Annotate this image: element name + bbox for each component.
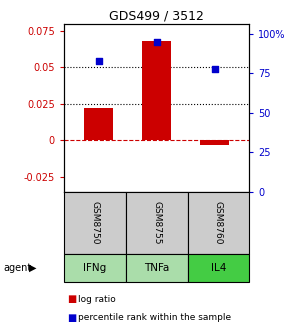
Text: log ratio: log ratio <box>78 295 116 303</box>
Point <box>212 66 217 71</box>
Text: GSM8760: GSM8760 <box>214 201 223 244</box>
Bar <box>200 140 229 145</box>
Text: ■: ■ <box>67 294 76 304</box>
Bar <box>84 108 113 140</box>
Text: agent: agent <box>3 263 31 273</box>
Title: GDS499 / 3512: GDS499 / 3512 <box>109 9 204 23</box>
Text: percentile rank within the sample: percentile rank within the sample <box>78 313 231 322</box>
Text: GSM8755: GSM8755 <box>152 201 161 244</box>
Text: IFNg: IFNg <box>83 263 106 273</box>
Point <box>154 39 159 45</box>
Text: ■: ■ <box>67 312 76 323</box>
Text: IL4: IL4 <box>211 263 226 273</box>
Bar <box>142 41 171 140</box>
Text: GSM8750: GSM8750 <box>90 201 99 244</box>
Text: ▶: ▶ <box>29 263 37 273</box>
Text: TNFa: TNFa <box>144 263 169 273</box>
Point <box>96 58 101 64</box>
